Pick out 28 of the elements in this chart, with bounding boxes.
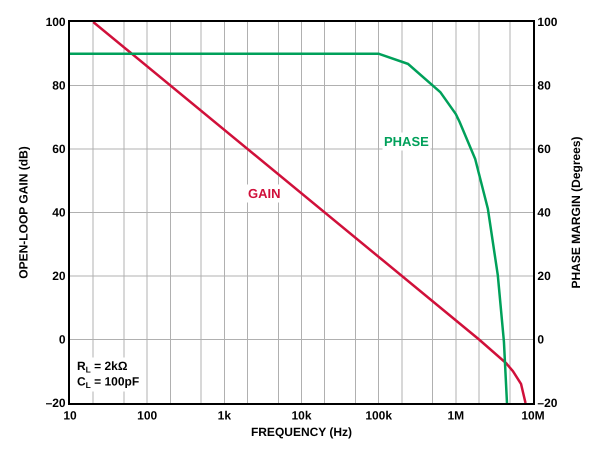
y2-tick-label: 0 [537, 332, 544, 347]
y2-tick-label: 80 [537, 78, 552, 93]
x-tick-label: 100 [137, 408, 158, 422]
x-tick-label: 10M [521, 408, 545, 422]
x-tick-label: 10k [291, 408, 312, 422]
y-tick-label: 60 [52, 142, 66, 156]
x-tick-label: 1M [447, 408, 464, 422]
y-tick-label: 20 [52, 269, 66, 284]
text: PHASE [384, 134, 430, 149]
y-tick-label: 40 [52, 206, 66, 220]
y2-tick-label: 60 [537, 142, 552, 156]
y-tick-label: –20 [46, 396, 66, 410]
y-axis-title: OPEN-LOOP GAIN (dB) [16, 146, 30, 279]
x-tick-label: 10 [63, 408, 77, 422]
y-tick-label: 100 [46, 15, 66, 30]
y-tick-label: 80 [52, 78, 66, 93]
y2-tick-label: 100 [537, 15, 558, 30]
x-axis-title: FREQUENCY (Hz) [250, 424, 352, 439]
annotation: C$_{L}$ = 100pF [77, 374, 140, 390]
annotation: R$_{L}$ = 2kΩ [77, 359, 128, 375]
y2-tick-label: 40 [537, 206, 552, 220]
series-label: GAIN [248, 186, 280, 201]
y-tick-label: 0 [58, 332, 66, 347]
y2-tick-label: –20 [537, 396, 558, 410]
x-tick-label: 1k [218, 408, 232, 422]
y2-axis-title: PHASE MARGIN (Degrees) [569, 136, 584, 289]
y2-tick-label: 20 [537, 269, 552, 284]
x-tick-label: 100k [365, 408, 392, 422]
